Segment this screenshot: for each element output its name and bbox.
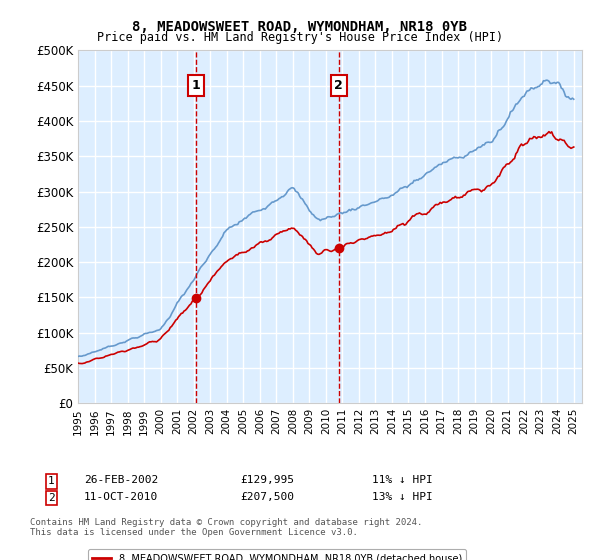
Text: 13% ↓ HPI: 13% ↓ HPI — [372, 492, 433, 502]
Legend: 8, MEADOWSWEET ROAD, WYMONDHAM, NR18 0YB (detached house), HPI: Average price, d: 8, MEADOWSWEET ROAD, WYMONDHAM, NR18 0YB… — [88, 549, 466, 560]
Text: Price paid vs. HM Land Registry's House Price Index (HPI): Price paid vs. HM Land Registry's House … — [97, 31, 503, 44]
Text: 11-OCT-2010: 11-OCT-2010 — [84, 492, 158, 502]
Text: £207,500: £207,500 — [240, 492, 294, 502]
Text: Contains HM Land Registry data © Crown copyright and database right 2024.
This d: Contains HM Land Registry data © Crown c… — [30, 518, 422, 538]
Text: 8, MEADOWSWEET ROAD, WYMONDHAM, NR18 0YB: 8, MEADOWSWEET ROAD, WYMONDHAM, NR18 0YB — [133, 20, 467, 34]
Text: 2: 2 — [334, 79, 343, 92]
Text: 11% ↓ HPI: 11% ↓ HPI — [372, 475, 433, 486]
Text: 26-FEB-2002: 26-FEB-2002 — [84, 475, 158, 486]
Text: £129,995: £129,995 — [240, 475, 294, 486]
Text: 1: 1 — [48, 477, 55, 487]
Text: 1: 1 — [192, 79, 200, 92]
Text: 2: 2 — [48, 493, 55, 503]
